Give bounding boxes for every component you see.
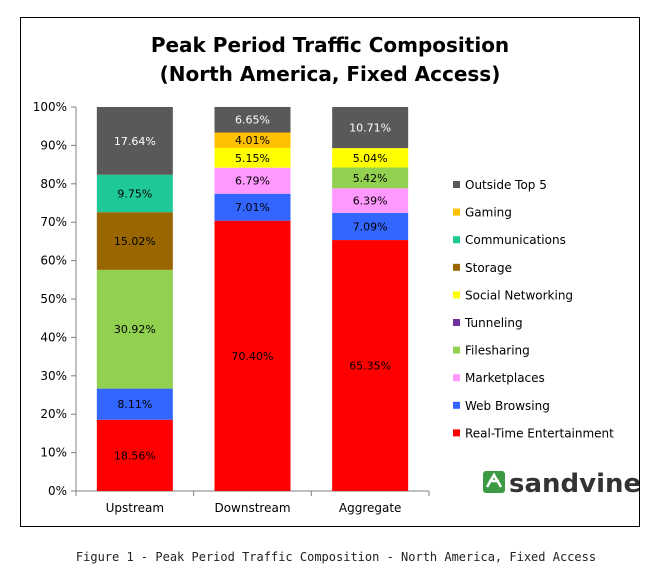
- data-label: 15.02%: [114, 235, 156, 248]
- y-tick-label: 20%: [40, 407, 67, 421]
- bar-segment: [332, 240, 409, 491]
- data-label: 5.15%: [235, 152, 270, 165]
- legend-label: Communications: [465, 233, 566, 247]
- bar-segment: [214, 106, 291, 133]
- y-tick-label: 70%: [40, 215, 67, 229]
- legend-label: Tunneling: [464, 316, 523, 330]
- sandvine-logo-icon: [483, 471, 505, 493]
- y-tick-label: 0%: [48, 484, 67, 498]
- legend-swatch: [453, 319, 460, 326]
- x-tick-label: Downstream: [214, 501, 290, 515]
- data-label: 10.71%: [349, 122, 391, 135]
- legend-label: Outside Top 5: [465, 178, 547, 192]
- data-label: 65.35%: [349, 360, 391, 373]
- y-tick-label: 30%: [40, 369, 67, 383]
- y-tick-label: 100%: [33, 100, 67, 114]
- y-tick-label: 10%: [40, 446, 67, 460]
- legend-swatch: [453, 401, 460, 409]
- bar-segment: [96, 269, 173, 389]
- bar-segment: [332, 212, 409, 241]
- bar-segment: [96, 107, 173, 175]
- legend-label: Gaming: [465, 206, 512, 220]
- bar-segment: [96, 388, 173, 420]
- legend-swatch: [453, 291, 460, 299]
- legend-swatch: [453, 346, 460, 354]
- bar-segment: [214, 193, 291, 221]
- chart-title: Peak Period Traffic Composition: [151, 33, 509, 57]
- legend-swatch: [453, 263, 460, 271]
- data-label: 7.01%: [235, 201, 270, 214]
- data-label: 18.56%: [114, 449, 156, 462]
- legend-label: Marketplaces: [465, 371, 545, 385]
- data-label: 5.04%: [353, 152, 388, 165]
- data-label: 30.92%: [114, 323, 156, 336]
- data-label: 5.42%: [353, 172, 388, 185]
- data-label: 8.11%: [117, 398, 152, 411]
- bar-segment: [214, 167, 291, 194]
- data-label: 9.75%: [117, 187, 152, 200]
- x-tick-label: Aggregate: [339, 501, 402, 515]
- data-label: 7.09%: [353, 220, 388, 233]
- legend-swatch: [453, 374, 460, 382]
- stacked-bar-chart: Peak Period Traffic Composition (North Am…: [33, 33, 639, 515]
- legend-swatch: [453, 208, 460, 216]
- figure-caption: Figure 1 - Peak Period Traffic Compositi…: [75, 550, 597, 564]
- logo-wordmark: sandvine: [509, 469, 639, 499]
- legend-swatch: [453, 181, 460, 188]
- bar-segment: [332, 107, 409, 149]
- legend-swatch: [453, 236, 460, 244]
- bar-segment: [214, 132, 291, 148]
- y-tick-label: 60%: [40, 254, 67, 268]
- legend-label: Web Browsing: [465, 399, 550, 413]
- y-tick-label: 90%: [40, 138, 67, 152]
- data-label: 6.39%: [353, 195, 388, 208]
- bar-segment: [332, 148, 409, 168]
- bar-segment: [332, 167, 409, 189]
- bar-segment: [96, 174, 173, 213]
- legend-label: Filesharing: [465, 344, 530, 358]
- data-label: 70.40%: [232, 350, 274, 363]
- chart-frame: Peak Period Traffic Composition (North Am…: [20, 17, 640, 527]
- legend-label: Storage: [465, 261, 512, 275]
- bar-segment: [96, 419, 173, 491]
- bar-segment: [96, 212, 173, 270]
- chart-subtitle: (North America, Fixed Access): [160, 62, 501, 86]
- data-label: 6.65%: [235, 114, 270, 127]
- data-label: 6.79%: [235, 175, 270, 188]
- y-tick-label: 40%: [40, 330, 67, 344]
- y-tick-label: 50%: [40, 292, 67, 306]
- legend-swatch: [453, 429, 460, 437]
- bar-segment: [214, 220, 291, 491]
- y-tick-label: 80%: [40, 177, 67, 191]
- data-label: 17.64%: [114, 135, 156, 148]
- bar-segment: [214, 147, 291, 168]
- data-label: 4.01%: [235, 134, 270, 147]
- legend-label: Real-Time Entertainment: [465, 426, 614, 440]
- legend-label: Social Networking: [465, 288, 573, 302]
- x-tick-label: Upstream: [106, 501, 164, 515]
- bar-segment: [332, 188, 409, 213]
